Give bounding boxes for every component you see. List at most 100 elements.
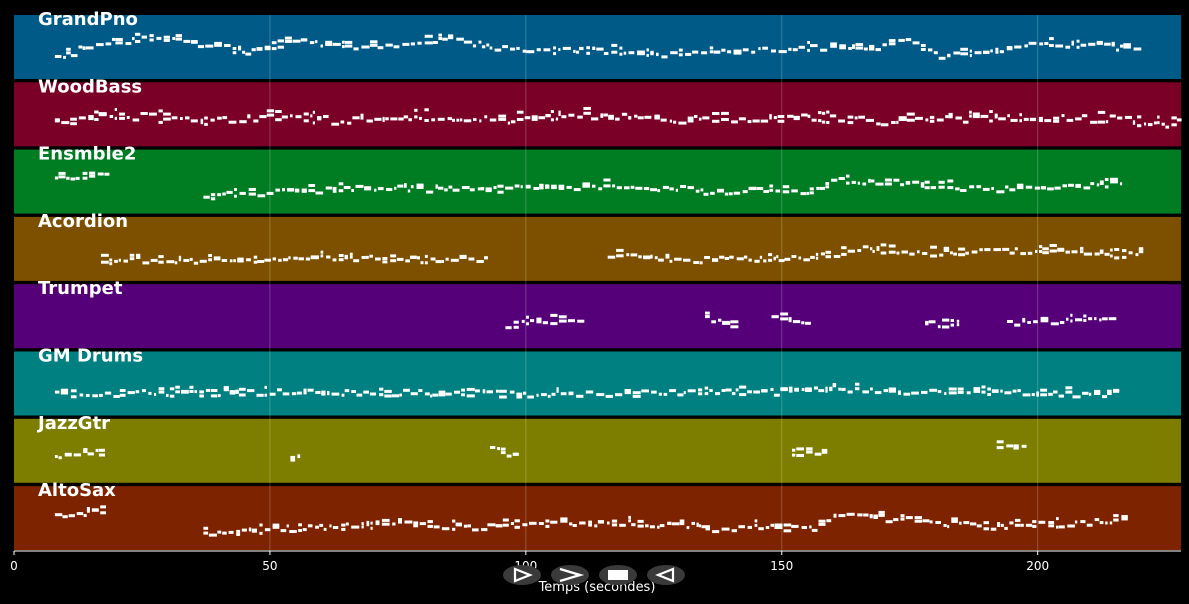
note <box>632 391 641 395</box>
note <box>611 50 618 54</box>
note <box>78 45 83 49</box>
stop-button[interactable] <box>599 565 637 585</box>
note <box>1111 41 1115 45</box>
note <box>70 177 76 181</box>
note <box>1012 389 1017 393</box>
note <box>611 519 618 523</box>
note <box>833 255 841 258</box>
note <box>679 522 685 526</box>
note <box>588 520 592 524</box>
note <box>947 53 951 57</box>
note <box>54 118 60 122</box>
note <box>1094 518 1100 522</box>
note <box>246 258 251 262</box>
note <box>1014 523 1021 527</box>
note <box>238 45 242 49</box>
note <box>344 389 350 393</box>
note <box>821 448 828 452</box>
note <box>592 184 596 188</box>
note <box>829 386 833 390</box>
note <box>454 390 460 394</box>
note <box>303 112 309 116</box>
note <box>416 256 420 260</box>
note <box>905 181 911 184</box>
note <box>1053 116 1060 120</box>
note <box>991 187 994 190</box>
note <box>701 525 706 529</box>
note <box>338 254 344 257</box>
play-button[interactable] <box>503 565 541 585</box>
note <box>382 257 388 260</box>
note <box>325 43 333 46</box>
note <box>83 450 88 453</box>
note <box>863 47 868 51</box>
note <box>1067 524 1075 528</box>
note <box>455 522 462 526</box>
track-band <box>14 149 1181 214</box>
note <box>1014 45 1022 49</box>
note <box>678 121 687 125</box>
fast-forward-button[interactable] <box>551 565 589 585</box>
note <box>282 188 285 192</box>
note <box>456 118 460 122</box>
note <box>1007 114 1010 118</box>
note <box>394 186 397 190</box>
note <box>290 114 293 118</box>
note <box>721 118 729 121</box>
note <box>320 44 323 48</box>
note <box>704 386 709 390</box>
note <box>369 254 373 258</box>
note <box>284 39 292 43</box>
note <box>673 120 677 124</box>
note <box>661 55 668 59</box>
note <box>712 112 720 115</box>
track-woodbass <box>14 82 1182 147</box>
note <box>1050 322 1059 326</box>
note <box>704 256 710 259</box>
note <box>390 254 397 258</box>
note <box>235 390 239 394</box>
note <box>189 257 193 261</box>
note <box>536 393 539 397</box>
note <box>987 387 991 391</box>
button-bg[interactable] <box>503 565 541 585</box>
note <box>463 524 468 528</box>
note <box>191 40 198 44</box>
note <box>154 392 157 396</box>
note <box>355 184 364 188</box>
note <box>229 390 236 394</box>
note <box>572 524 577 527</box>
note <box>646 48 649 52</box>
note <box>930 254 937 258</box>
note <box>236 532 241 536</box>
note <box>476 260 484 263</box>
note <box>199 390 204 394</box>
note <box>259 531 263 535</box>
note <box>321 390 326 394</box>
note <box>382 116 385 120</box>
note <box>1176 118 1182 122</box>
note <box>675 188 678 192</box>
note <box>780 312 789 316</box>
note <box>804 387 812 391</box>
note <box>1171 123 1177 127</box>
note <box>818 111 822 115</box>
note <box>948 387 957 391</box>
note <box>224 44 231 47</box>
note <box>756 187 764 190</box>
note <box>782 190 790 194</box>
rewind-button[interactable] <box>647 565 685 585</box>
note <box>278 258 282 262</box>
note <box>1138 250 1144 254</box>
note <box>136 253 141 257</box>
note <box>650 255 653 259</box>
note <box>811 118 817 122</box>
button-bg[interactable] <box>647 565 685 585</box>
note <box>1104 178 1109 181</box>
note <box>163 38 170 42</box>
note <box>831 178 838 182</box>
note <box>297 454 301 458</box>
note <box>178 255 182 259</box>
note <box>370 521 373 525</box>
note <box>788 386 793 390</box>
